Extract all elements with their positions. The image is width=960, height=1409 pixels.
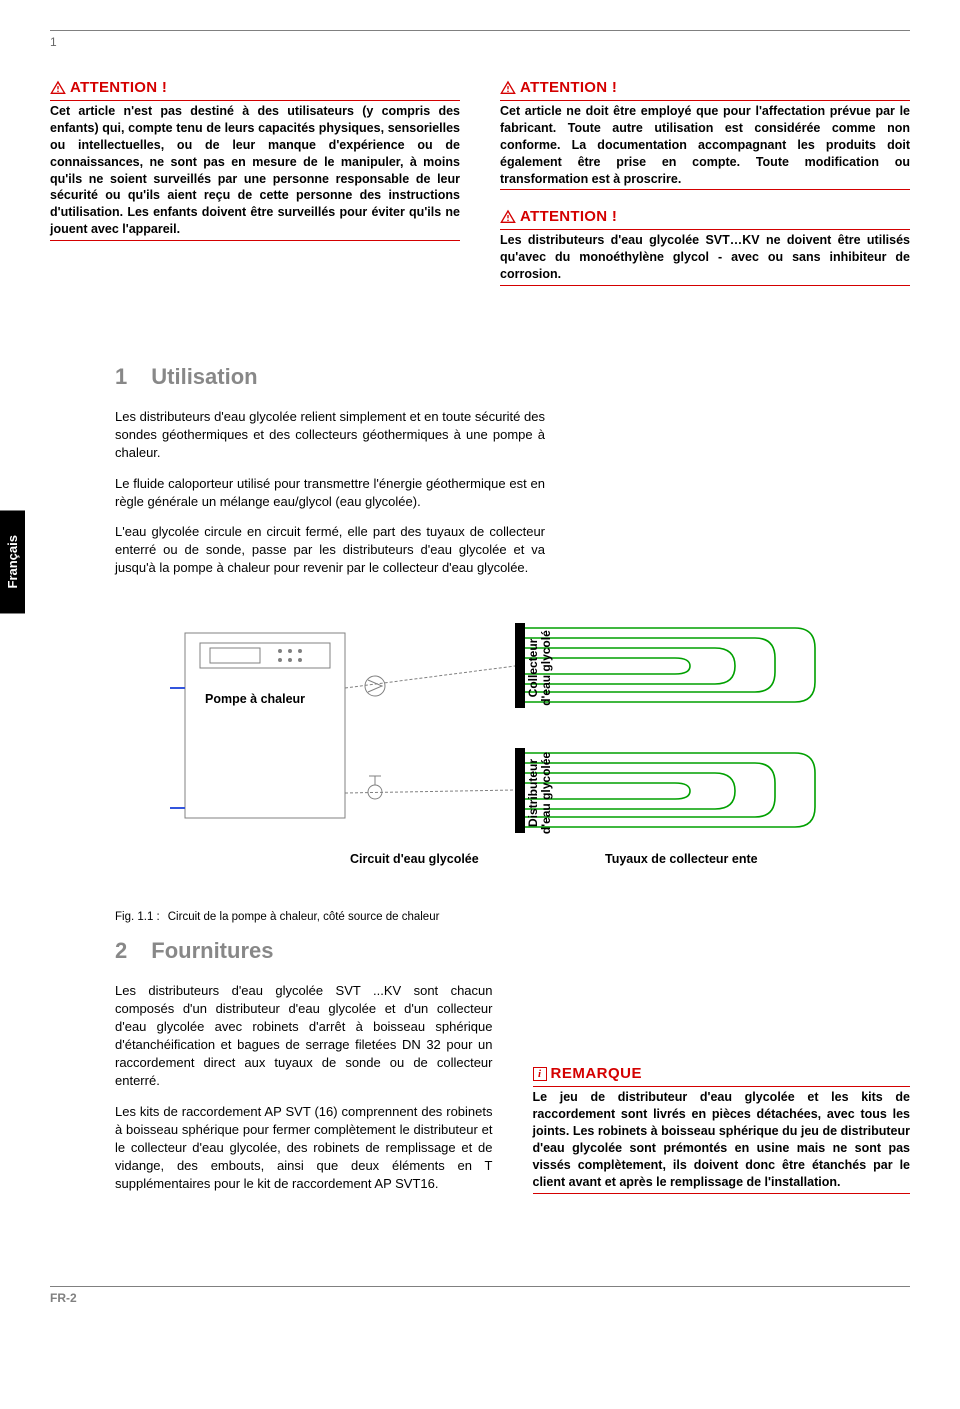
warning-box-2: ATTENTION ! Cet article ne doit être emp…: [500, 79, 910, 190]
warning-box-1: ATTENTION ! Cet article n'est pas destin…: [50, 79, 460, 241]
info-body: Le jeu de distributeur d'eau glycolée et…: [533, 1086, 911, 1193]
warning-title: ATTENTION !: [70, 79, 167, 96]
svg-text:d'eau glycolée: d'eau glycolée: [539, 751, 553, 834]
section2-p2: Les kits de raccordement AP SVT (16) com…: [115, 1103, 493, 1194]
page-footer: FR-2: [50, 1286, 910, 1305]
section-num: 2: [115, 938, 127, 963]
warning-box-3: ATTENTION ! Les distributeurs d'eau glyc…: [500, 208, 910, 286]
section2-p1: Les distributeurs d'eau glycolée SVT ...…: [115, 982, 493, 1091]
fig-text: Circuit de la pompe à chaleur, côté sour…: [168, 911, 440, 923]
warning-icon: [50, 80, 66, 96]
warning-title: ATTENTION !: [520, 208, 617, 225]
figure-1-1: Collecteur d'eau glycolé Distributeur d'…: [115, 598, 910, 893]
fig-num: Fig. 1.1 :: [115, 911, 160, 923]
warning-icon: [500, 80, 516, 96]
info-icon: i: [533, 1067, 547, 1081]
warning-body: Les distributeurs d'eau glycolée SVT…KV …: [500, 229, 910, 286]
section-1-heading: 1 Utilisation: [115, 364, 910, 390]
section-num: 1: [115, 364, 127, 389]
section-title: Utilisation: [151, 364, 257, 389]
svg-text:Distributeur: Distributeur: [526, 758, 540, 826]
section-title: Fournitures: [151, 938, 273, 963]
warning-icon: [500, 209, 516, 225]
section1-p3: L'eau glycolée circule en circuit fermé,…: [115, 523, 545, 578]
page-number-top: 1: [50, 35, 910, 49]
section1-p1: Les distributeurs d'eau glycolée relient…: [115, 408, 545, 463]
warning-body: Cet article ne doit être employé que pou…: [500, 100, 910, 190]
info-title: REMARQUE: [551, 1065, 643, 1082]
figure-caption: Fig. 1.1 : Circuit de la pompe à chaleur,…: [115, 911, 910, 923]
warning-title: ATTENTION !: [520, 79, 617, 96]
svg-text:Circuit d'eau glycolée: Circuit d'eau glycolée: [350, 852, 479, 866]
svg-text:Collecteur: Collecteur: [526, 638, 540, 697]
info-box: i REMARQUE Le jeu de distributeur d'eau …: [533, 1065, 911, 1193]
section-2-heading: 2 Fournitures: [115, 938, 910, 964]
language-tab: Français: [0, 510, 25, 613]
svg-text:Pompe à chaleur: Pompe à chaleur: [205, 692, 305, 706]
section1-p2: Le fluide caloporteur utilisé pour trans…: [115, 475, 545, 511]
svg-text:d'eau glycolé: d'eau glycolé: [539, 629, 553, 705]
warning-body: Cet article n'est pas destiné à des util…: [50, 100, 460, 241]
svg-text:Tuyaux de collecteur ente: Tuyaux de collecteur ente: [605, 852, 758, 866]
